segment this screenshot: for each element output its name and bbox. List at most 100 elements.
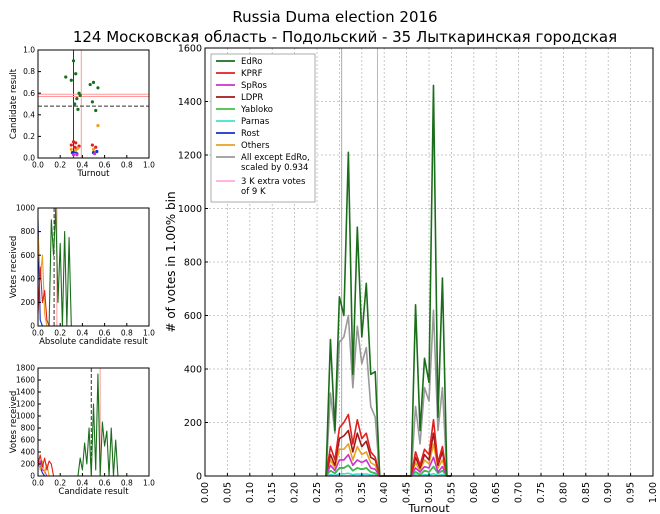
x-tick-label: 0.2 xyxy=(54,161,66,170)
x-tick-label: 0.20 xyxy=(290,482,301,503)
x-tick-label: 0.6 xyxy=(99,479,111,488)
x-tick-label: 0.4 xyxy=(76,479,88,488)
legend-label-rost: Rost xyxy=(241,129,260,139)
x-tick-label: 0.90 xyxy=(603,482,614,503)
x-tick-label: 0.95 xyxy=(626,482,637,503)
y-tick-label: 1000 xyxy=(16,204,35,213)
data-point-edro xyxy=(76,107,80,111)
y-tick-label: 0 xyxy=(30,472,35,481)
legend-label-all-except-edro-scaled-by-0-934: scaled by 0.934 xyxy=(241,163,308,173)
x-tick-label: 0.8 xyxy=(121,479,133,488)
x-tick-label: 0.70 xyxy=(514,482,525,503)
y-tick-label: 200 xyxy=(21,460,36,469)
y-tick-label: 0 xyxy=(196,471,202,482)
legend: EdRo KPRF SpRos LDPR Yabloko Parnas Rost Others… xyxy=(210,53,316,203)
y-tick-label: 1800 xyxy=(16,364,35,373)
plot-frame xyxy=(37,207,150,327)
x-tick-label: 0.0 xyxy=(32,479,44,488)
data-point-edro xyxy=(74,72,78,76)
data-point-edro xyxy=(94,108,98,113)
x-tick-label: 0.45 xyxy=(402,482,413,503)
x-tick-label: 0.2 xyxy=(54,479,66,488)
data-point-edro xyxy=(96,86,100,90)
data-point-others xyxy=(91,147,96,151)
data-point-edro xyxy=(78,93,82,97)
plot-frame xyxy=(37,49,150,159)
y-tick-label: 1400 xyxy=(178,97,202,108)
legend-label-edro: EdRo xyxy=(241,57,263,67)
x-tick-label: 0.6 xyxy=(99,161,111,170)
x-tick-label: 0.50 xyxy=(424,482,435,503)
x-tick-label: 0.40 xyxy=(379,482,390,503)
data-point-edro xyxy=(73,102,77,106)
legend-label-yabloko: Yabloko xyxy=(240,105,273,115)
y-tick-label: 800 xyxy=(184,257,202,268)
x-tick-label: 0.10 xyxy=(245,482,256,503)
y-tick-label: 0.2 xyxy=(23,132,35,141)
x-tick-label: 0.4 xyxy=(76,161,88,170)
x-tick-label: 0.4 xyxy=(76,329,88,338)
x-tick-label: 0.8 xyxy=(121,329,133,338)
series-line-spros xyxy=(325,453,452,477)
inset-absolute-result-chart: 0.0 0.2 0.4 0.6 0.8 1.0 0 200 400 600 800 1000 Absol… xyxy=(9,204,155,347)
x-axis-label: Absolute candidate result xyxy=(39,337,148,347)
y-axis-label: Votes received xyxy=(9,236,19,299)
series-line-kprf xyxy=(325,413,452,477)
y-tick-label: 400 xyxy=(21,448,36,457)
chart-title-line1: Russia Duma election 2016 xyxy=(232,8,437,26)
x-tick-label: 0.15 xyxy=(267,482,278,503)
x-tick-label: 0.85 xyxy=(581,482,592,503)
y-tick-label: 0.6 xyxy=(23,89,35,98)
x-tick-label: 0.00 xyxy=(200,482,211,503)
y-axis-label: Candidate result xyxy=(9,68,19,139)
legend-label-spros: SpRos xyxy=(241,81,268,91)
x-axis-label: Turnout xyxy=(407,502,450,514)
data-point-others xyxy=(74,148,78,153)
x-tick-label: 0.65 xyxy=(491,482,502,503)
y-axis-label: # of votes in 1.00% bin xyxy=(164,191,178,332)
x-tick-label: 1.0 xyxy=(143,161,155,170)
data-point-others xyxy=(71,153,76,157)
data-point-others xyxy=(69,143,73,147)
data-point-edro xyxy=(88,82,92,87)
legend-label-others: Others xyxy=(241,141,270,151)
y-tick-label: 1.0 xyxy=(23,46,35,55)
x-tick-label: 0.8 xyxy=(121,161,133,170)
series-line-yabloko xyxy=(325,464,452,477)
x-axis-label: Candidate result xyxy=(58,487,129,497)
inset-turnout-vs-result-chart: 0.0 0.2 0.4 0.6 0.8 1.0 0.0 0.2 0.4 0.6 0.8 1.0 Turn… xyxy=(9,46,155,179)
data-point-others xyxy=(95,149,99,154)
x-tick-label: 0.0 xyxy=(32,161,44,170)
data-point-others xyxy=(74,141,78,145)
series-line-edro xyxy=(325,84,452,477)
legend-box xyxy=(210,53,316,203)
plot-frame xyxy=(37,367,150,477)
data-point-others xyxy=(96,124,100,128)
legend-label-parnas: Parnas xyxy=(241,117,270,127)
y-tick-label: 1200 xyxy=(178,150,202,161)
y-tick-label: 600 xyxy=(21,251,36,260)
data-point-edro xyxy=(69,78,73,82)
y-tick-label: 600 xyxy=(21,436,36,445)
data-point-edro xyxy=(75,97,79,101)
y-tick-label: 1600 xyxy=(16,376,35,385)
data-point-edro xyxy=(90,100,94,104)
x-tick-label: 0.05 xyxy=(222,482,233,503)
x-tick-label: 1.0 xyxy=(143,479,155,488)
inset-candidate-result-chart: 0.0 0.2 0.4 0.6 0.8 1.0 0 200 400 600 800 1000 1200 1… xyxy=(9,364,155,497)
y-tick-label: 1600 xyxy=(178,43,202,54)
y-axis-label: Votes received xyxy=(9,391,19,454)
data-point-others xyxy=(69,147,73,151)
data-point-others xyxy=(90,143,94,147)
data-point-edro xyxy=(91,80,96,84)
series-line-edro xyxy=(38,373,121,477)
series-line-ldpr xyxy=(325,429,452,477)
x-tick-label: 1.0 xyxy=(143,329,155,338)
legend-label-all-except-edro-scaled-by-0-934: All except EdRo, xyxy=(241,153,310,163)
legend-label-3-k-extra-votes-of-9-k: 3 K extra votes xyxy=(241,177,306,187)
data-point-others xyxy=(76,146,80,150)
y-tick-label: 1400 xyxy=(16,388,35,397)
data-point-others xyxy=(94,145,98,149)
y-tick-label: 0.8 xyxy=(23,67,35,76)
